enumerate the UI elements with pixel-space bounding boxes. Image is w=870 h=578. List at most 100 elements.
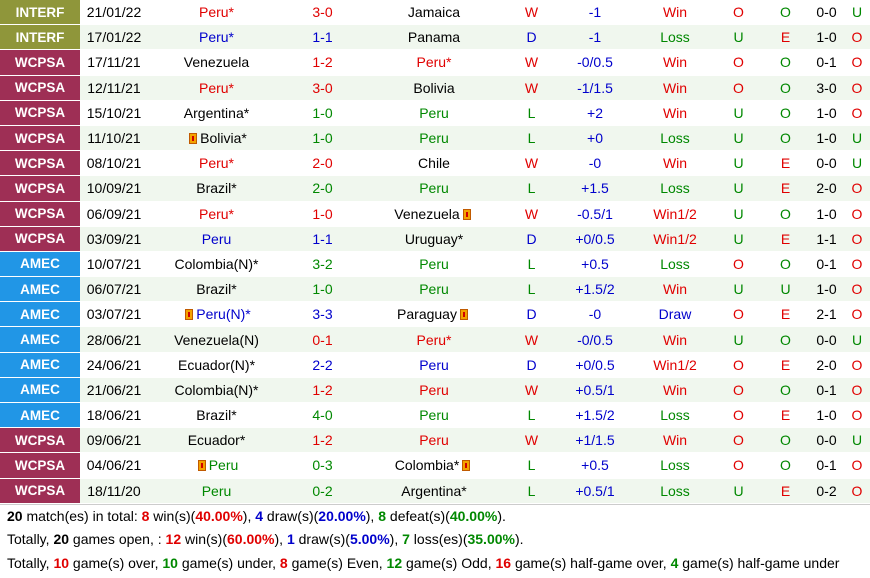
team-name[interactable]: Colombia* xyxy=(394,457,460,474)
match-row[interactable]: AMEC 10/07/21 Colombia(N)* 3-2 Peru L +0.5 Loss… xyxy=(0,251,870,278)
league-cell[interactable]: WCPSA xyxy=(0,226,80,252)
league-cell[interactable]: AMEC xyxy=(0,301,80,328)
match-row[interactable]: WCPSA 17/11/21 Venezuela 1-2 Peru* W -0/0.5 Win… xyxy=(0,49,870,76)
league-cell[interactable]: AMEC xyxy=(0,402,80,429)
match-row[interactable]: AMEC 28/06/21 Venezuela(N) 0-1 Peru* W -0/0.5 W… xyxy=(0,326,870,353)
league-cell[interactable]: AMEC xyxy=(0,377,80,404)
match-row[interactable]: INTERF 17/01/22 Peru* 1-1 Panama D -1 Loss U E 1-0… xyxy=(0,24,870,51)
match-row[interactable]: WCPSA 03/09/21 Peru 1-1 Uruguay* D +0/0.5 Win1/… xyxy=(0,226,870,252)
home-team-cell[interactable]: Brazil* xyxy=(148,402,285,429)
home-team-cell[interactable]: Colombia(N)* xyxy=(148,377,285,404)
league-cell[interactable]: WCPSA xyxy=(0,452,80,479)
league-cell[interactable]: WCPSA xyxy=(0,49,80,76)
home-team-cell[interactable]: Brazil* xyxy=(148,276,285,303)
home-team-cell[interactable]: Peru* xyxy=(148,150,285,177)
away-team-cell[interactable]: Peru xyxy=(360,427,508,454)
score-cell[interactable]: 3-0 xyxy=(285,75,360,101)
league-cell[interactable]: WCPSA xyxy=(0,201,80,227)
home-team-cell[interactable]: Argentina* xyxy=(148,100,285,126)
score-cell[interactable]: 3-3 xyxy=(285,301,360,328)
score-cell[interactable]: 2-0 xyxy=(285,150,360,177)
match-row[interactable]: WCPSA 04/06/21 Peru 0-3 Colombia* L +0.5 Loss O O… xyxy=(0,452,870,479)
league-cell[interactable]: WCPSA xyxy=(0,478,80,504)
away-team-cell[interactable]: Colombia* xyxy=(360,452,508,479)
league-cell[interactable]: INTERF xyxy=(0,0,80,26)
away-team-cell[interactable]: Jamaica xyxy=(360,0,508,26)
league-cell[interactable]: WCPSA xyxy=(0,125,80,152)
away-team-cell[interactable]: Venezuela xyxy=(360,201,508,227)
match-row[interactable]: AMEC 21/06/21 Colombia(N)* 1-2 Peru W +0.5/1 Wi… xyxy=(0,377,870,404)
away-team-cell[interactable]: Peru xyxy=(360,402,508,429)
match-row[interactable]: WCPSA 12/11/21 Peru* 3-0 Bolivia W -1/1.5 Win O O… xyxy=(0,75,870,101)
home-team-cell[interactable]: Peru* xyxy=(148,0,285,26)
match-row[interactable]: INTERF 21/01/22 Peru* 3-0 Jamaica W -1 Win O O 0-0… xyxy=(0,0,870,26)
team-name[interactable]: Venezuela xyxy=(394,205,460,222)
league-cell[interactable]: AMEC xyxy=(0,352,80,378)
away-team-cell[interactable]: Peru xyxy=(360,175,508,202)
away-team-cell[interactable]: Peru xyxy=(360,100,508,126)
score-cell[interactable]: 1-0 xyxy=(285,201,360,227)
home-team-cell[interactable]: Bolivia* xyxy=(148,125,285,152)
league-cell[interactable]: AMEC xyxy=(0,251,80,278)
score-cell[interactable]: 1-2 xyxy=(285,49,360,76)
home-team-cell[interactable]: Peru xyxy=(148,452,285,479)
league-cell[interactable]: WCPSA xyxy=(0,175,80,202)
score-cell[interactable]: 1-0 xyxy=(285,125,360,152)
score-cell[interactable]: 3-0 xyxy=(285,0,360,26)
score-cell[interactable]: 1-2 xyxy=(285,377,360,404)
away-team-cell[interactable]: Peru xyxy=(360,352,508,378)
match-row[interactable]: WCPSA 11/10/21 Bolivia* 1-0 Peru L +0 Loss U O 1-0… xyxy=(0,125,870,152)
away-team-cell[interactable]: Peru xyxy=(360,377,508,404)
away-team-cell[interactable]: Peru xyxy=(360,251,508,278)
home-team-cell[interactable]: Ecuador(N)* xyxy=(148,352,285,378)
league-cell[interactable]: INTERF xyxy=(0,24,80,51)
match-row[interactable]: WCPSA 10/09/21 Brazil* 2-0 Peru L +1.5 Loss U E 2-… xyxy=(0,175,870,202)
league-cell[interactable]: AMEC xyxy=(0,276,80,303)
league-cell[interactable]: WCPSA xyxy=(0,150,80,177)
match-row[interactable]: WCPSA 09/06/21 Ecuador* 1-2 Peru W +1/1.5 Win O O… xyxy=(0,427,870,454)
home-team-cell[interactable]: Brazil* xyxy=(148,175,285,202)
home-team-cell[interactable]: Peru(N)* xyxy=(148,301,285,328)
away-team-cell[interactable]: Peru* xyxy=(360,49,508,76)
team-name[interactable]: Peru(N)* xyxy=(196,306,251,323)
away-team-cell[interactable]: Argentina* xyxy=(360,478,508,504)
score-cell[interactable]: 0-1 xyxy=(285,326,360,353)
away-team-cell[interactable]: Uruguay* xyxy=(360,226,508,252)
home-team-cell[interactable]: Colombia(N)* xyxy=(148,251,285,278)
score-cell[interactable]: 1-0 xyxy=(285,276,360,303)
home-team-cell[interactable]: Venezuela xyxy=(148,49,285,76)
match-row[interactable]: AMEC 24/06/21 Ecuador(N)* 2-2 Peru D +0/0.5 Win… xyxy=(0,352,870,378)
score-cell[interactable]: 0-2 xyxy=(285,478,360,504)
home-team-cell[interactable]: Peru* xyxy=(148,24,285,51)
team-name[interactable]: Paraguay xyxy=(397,306,457,323)
league-cell[interactable]: WCPSA xyxy=(0,75,80,101)
away-team-cell[interactable]: Peru* xyxy=(360,326,508,353)
score-cell[interactable]: 2-2 xyxy=(285,352,360,378)
home-team-cell[interactable]: Peru xyxy=(148,226,285,252)
score-cell[interactable]: 1-2 xyxy=(285,427,360,454)
team-name[interactable]: Peru xyxy=(208,457,239,474)
match-row[interactable]: AMEC 18/06/21 Brazil* 4-0 Peru L +1.5/2 Loss O E 1… xyxy=(0,402,870,429)
home-team-cell[interactable]: Peru* xyxy=(148,201,285,227)
away-team-cell[interactable]: Peru xyxy=(360,276,508,303)
score-cell[interactable]: 2-0 xyxy=(285,175,360,202)
score-cell[interactable]: 4-0 xyxy=(285,402,360,429)
match-row[interactable]: AMEC 06/07/21 Brazil* 1-0 Peru L +1.5/2 Win U U 1-… xyxy=(0,276,870,303)
team-name[interactable]: Bolivia* xyxy=(200,130,247,147)
match-row[interactable]: WCPSA 06/09/21 Peru* 1-0 Venezuela W -0.5/1 Win… xyxy=(0,201,870,227)
match-row[interactable]: WCPSA 18/11/20 Peru 0-2 Argentina* L +0.5/1 Los… xyxy=(0,478,870,504)
score-cell[interactable]: 1-0 xyxy=(285,100,360,126)
home-team-cell[interactable]: Peru* xyxy=(148,75,285,101)
match-row[interactable]: WCPSA 15/10/21 Argentina* 1-0 Peru L +2 Win U O 1-… xyxy=(0,100,870,126)
league-cell[interactable]: AMEC xyxy=(0,326,80,353)
away-team-cell[interactable]: Bolivia xyxy=(360,75,508,101)
away-team-cell[interactable]: Paraguay xyxy=(360,301,508,328)
score-cell[interactable]: 1-1 xyxy=(285,226,360,252)
away-team-cell[interactable]: Chile xyxy=(360,150,508,177)
away-team-cell[interactable]: Peru xyxy=(360,125,508,152)
score-cell[interactable]: 0-3 xyxy=(285,452,360,479)
away-team-cell[interactable]: Panama xyxy=(360,24,508,51)
home-team-cell[interactable]: Peru xyxy=(148,478,285,504)
home-team-cell[interactable]: Ecuador* xyxy=(148,427,285,454)
league-cell[interactable]: WCPSA xyxy=(0,427,80,454)
